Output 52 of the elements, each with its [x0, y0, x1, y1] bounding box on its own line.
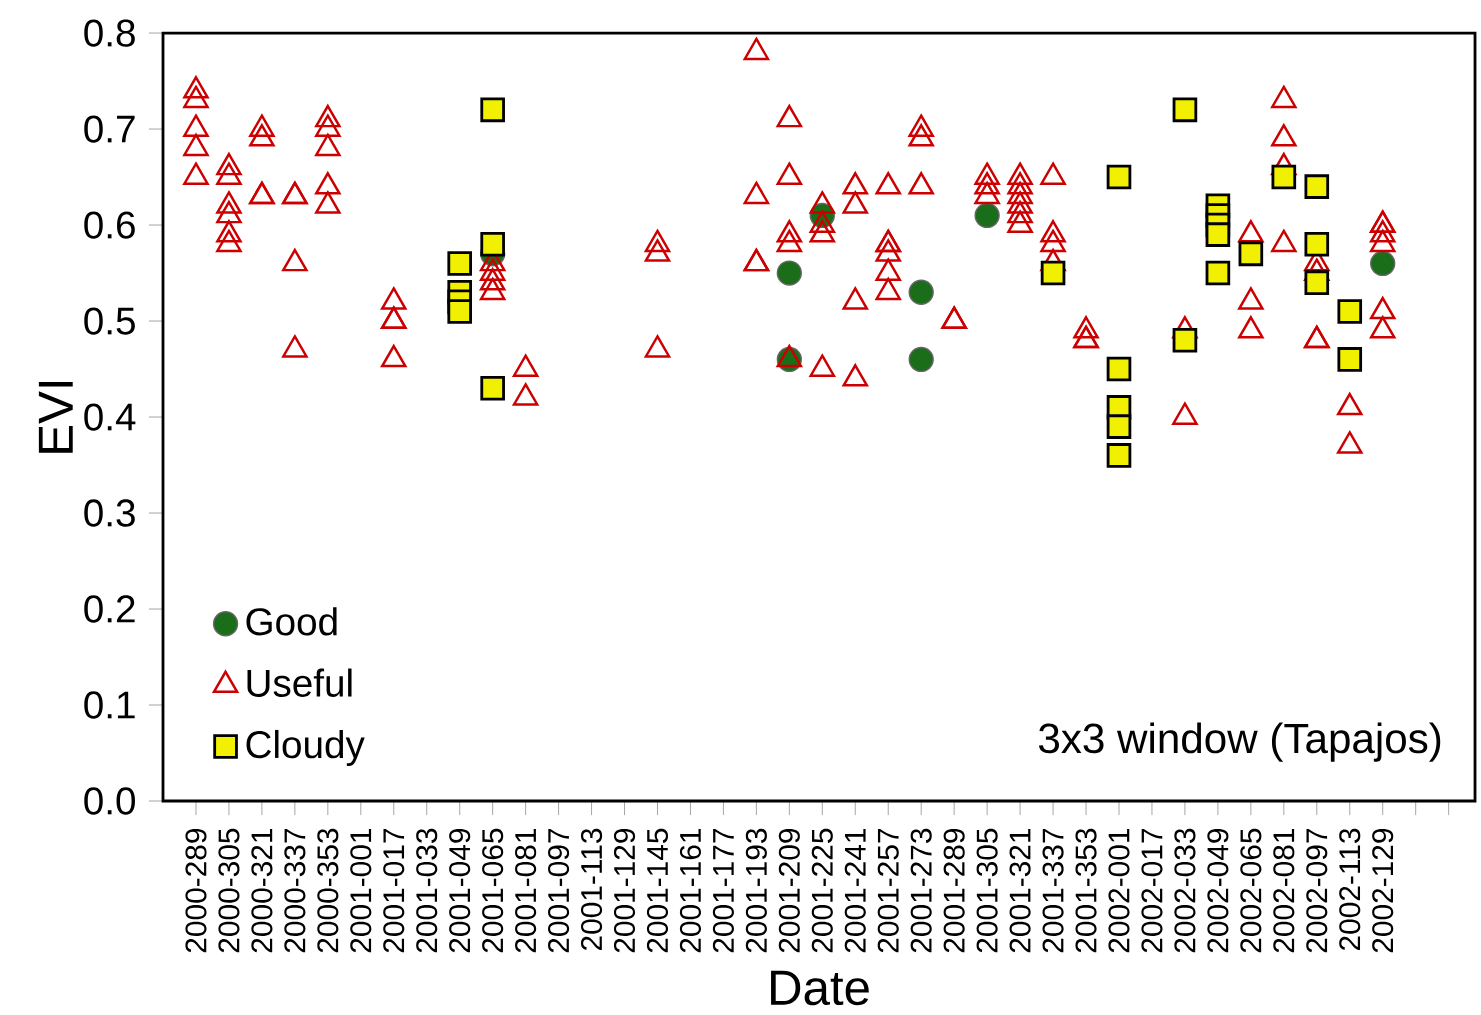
- x-tick-label: 2001-241: [844, 828, 866, 953]
- x-tick-label: 2001-337: [1042, 829, 1064, 953]
- y-tick-label: 0.2: [84, 595, 135, 623]
- y-tick-label: 0.4: [84, 403, 136, 431]
- x-tick-label: 2001-017: [383, 829, 405, 953]
- legend-label: Cloudy: [246, 729, 365, 766]
- x-tick-label: 2002-049: [1207, 828, 1229, 953]
- x-tick-label: 2001-161: [679, 828, 702, 953]
- x-tick-label: 2000-289: [185, 828, 207, 953]
- y-tick-label: 0.5: [84, 307, 135, 335]
- x-tick-label: 2002-097: [1306, 829, 1328, 953]
- x-tick-label: 2001-033: [416, 828, 438, 953]
- x-tick-label: 2000-305: [218, 828, 240, 953]
- legend-label: Useful: [247, 668, 352, 697]
- x-tick-label: 2001-353: [1075, 828, 1097, 953]
- x-tick-label: 2002-129: [1372, 828, 1394, 953]
- x-tick-label: 2002-033: [1174, 828, 1196, 953]
- y-tick-label: 0.3: [84, 499, 135, 527]
- x-tick-label: 2000-337: [284, 829, 306, 953]
- y-tick-label: 0.7: [84, 115, 135, 143]
- y-tick-label: 0.1: [84, 691, 135, 719]
- x-tick-label: 2001-305: [976, 828, 998, 953]
- x-tick-label: 2001-193: [745, 828, 767, 953]
- x-tick-label: 2001-177: [712, 829, 734, 953]
- x-tick-label: 2002-065: [1240, 828, 1262, 953]
- x-tick-label: 2002-001: [1108, 828, 1130, 953]
- y-tick-label: 0.8: [84, 19, 135, 47]
- x-tick-label: 2001-209: [778, 828, 800, 953]
- x-tick-label: 2002-081: [1273, 828, 1295, 953]
- x-tick-label: 2000-321: [251, 828, 273, 953]
- x-tick-label: 2001-097: [548, 829, 570, 953]
- x-tick-label: 2001-065: [482, 828, 504, 953]
- annotation: 3x3 window (Tapajos): [1038, 722, 1441, 762]
- x-tick-label: 2000-353: [317, 828, 339, 953]
- x-tick-label: 2001-129: [613, 828, 636, 953]
- x-tick-label: 2001-289: [943, 828, 965, 953]
- y-tick-label: 0.6: [84, 211, 135, 239]
- y-tick-label: 0.0: [84, 787, 135, 815]
- y-axis-title: EVI: [38, 381, 73, 453]
- x-tick-label: 2001-257: [877, 829, 899, 953]
- x-tick-label: 2001-113: [581, 828, 603, 951]
- x-tick-label: 2001-081: [515, 828, 537, 953]
- x-tick-label: 2001-049: [449, 828, 471, 953]
- x-tick-label: 2001-273: [910, 828, 932, 953]
- x-tick-label: 2001-321: [1009, 828, 1031, 953]
- x-axis-title: Date: [771, 970, 869, 1006]
- x-tick-label: 2001-145: [646, 828, 669, 953]
- legend-label: Good: [246, 607, 337, 636]
- x-tick-label: 2001-225: [811, 828, 833, 953]
- x-tick-label: 2001-001: [350, 828, 372, 953]
- x-tick-label: 2002-113: [1339, 828, 1361, 951]
- x-tick-label: 2002-017: [1141, 829, 1163, 953]
